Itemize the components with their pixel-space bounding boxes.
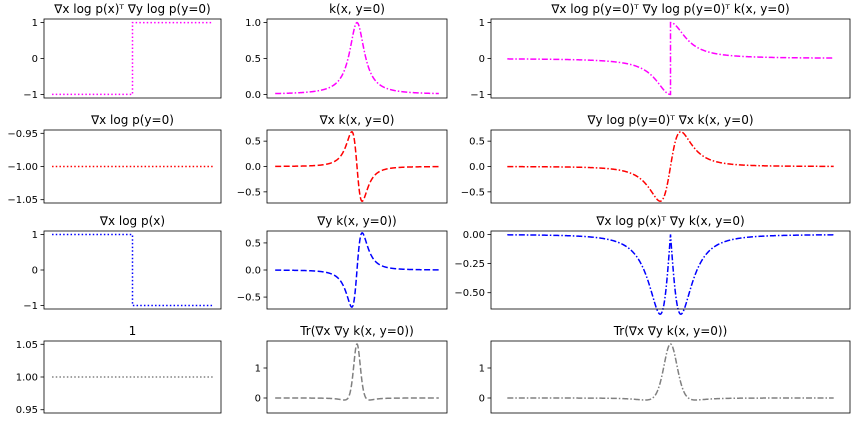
axes-frame [43,18,222,99]
subplot-r0c1: k(x, y=0) 1.0 0.5 0.0 [245,2,448,101]
y-tick-label: 0 [479,54,485,65]
subplot-title: Tr(∇x ∇y k(x, y=0)) [613,324,728,338]
subplot-r3c2: Tr(∇x ∇y k(x, y=0)) 1 0 [479,324,851,414]
y-tick-label: 1.0 [245,18,261,29]
series-line [52,233,213,307]
y-tick-label: 0.5 [245,238,261,249]
y-tick-label: 1 [479,18,485,29]
axes-frame [266,129,448,204]
y-tick-label: 0.0 [469,162,485,173]
subplot-title: ∇y log p(y=0)ᵀ ∇x k(x, y=0) [586,113,753,127]
y-tick-label: −0.95 [7,129,38,140]
subplot-title: ∇x log p(x)ᵀ ∇y k(x, y=0) [595,214,744,228]
axes-frame [266,230,448,310]
axes-frame [490,18,851,99]
subplot-r2c1: ∇y k(x, y=0)) 0.5 0.0 −0.5 [237,214,448,310]
subplot-r3c1: Tr(∇x ∇y k(x, y=0)) 1 0 [255,324,448,414]
series-line [275,21,439,95]
y-tick-label: 0 [479,394,485,405]
subplot-title: ∇x log p(x)ᵀ ∇y log p(y=0) [53,2,210,16]
axes-frame [490,340,851,414]
series-line [507,21,834,96]
y-tick-label: 0 [32,266,38,277]
y-tick-label: 1 [32,18,38,29]
subplot-title: ∇x k(x, y=0) [319,113,395,127]
y-tick-label: 0.5 [469,137,485,148]
subplot-r3c0: 1 1.05 1.00 0.95 [16,324,222,416]
y-tick-label: −0.5 [461,187,485,198]
series-line [507,131,834,202]
y-tick-label: −1 [23,301,38,312]
axes-frame [43,340,222,414]
y-tick-label: −0.5 [237,187,261,198]
subplot-title: 1 [129,324,137,338]
series-line [52,21,213,96]
y-tick-label: 0.00 [463,230,485,241]
series-line [275,343,439,401]
y-tick-label: 0.5 [245,137,261,148]
y-tick-label: 0.95 [16,405,38,416]
y-tick-label: 1 [32,230,38,241]
series-line [275,131,439,202]
series-line [507,343,834,401]
subplot-r1c0: ∇x log p(y=0) −0.95 −1.00 −1.05 [7,113,222,206]
y-tick-label: −1 [23,90,38,101]
axes-frame [490,230,851,310]
y-tick-label: −1.05 [7,195,38,206]
subplot-r2c0: ∇x log p(x) 1 0 −1 [23,214,222,312]
y-tick-label: −0.50 [454,288,485,299]
y-tick-label: 0.0 [245,266,261,277]
y-tick-label: 0.0 [245,90,261,101]
subplot-title: ∇x log p(x) [99,214,165,228]
y-tick-label: −1 [470,90,485,101]
subplot-r0c0: ∇x log p(x)ᵀ ∇y log p(y=0) 1 0 −1 [23,2,222,101]
y-tick-label: −0.5 [237,293,261,304]
subplot-r1c2: ∇y log p(y=0)ᵀ ∇x k(x, y=0) 0.5 0.0 −0.5 [461,113,851,204]
series-line [507,234,834,315]
axes-frame [266,340,448,414]
y-tick-label: 0 [255,394,261,405]
axes-frame [490,129,851,204]
subplot-title: k(x, y=0) [329,2,385,16]
y-tick-label: 1 [479,364,485,375]
subplot-r1c1: ∇x k(x, y=0) 0.5 0.0 −0.5 [237,113,448,204]
y-tick-label: 0 [32,54,38,65]
subplot-r0c2: ∇x log p(y=0)ᵀ ∇y log p(y=0)ᵀ k(x, y=0) 1… [470,2,851,101]
axes-frame [43,129,222,204]
subplot-title: Tr(∇x ∇y k(x, y=0)) [299,324,414,338]
subplot-title: ∇x log p(y=0) [90,113,174,127]
subplot-title: ∇y k(x, y=0)) [316,214,396,228]
axes-frame [266,18,448,99]
axes-frame [43,230,222,310]
y-tick-label: 1.05 [16,340,38,351]
y-tick-label: 0.0 [245,162,261,173]
y-tick-label: −1.00 [7,162,38,173]
series-line [275,232,439,308]
y-tick-label: −0.25 [454,259,485,270]
subplot-title: ∇x log p(y=0)ᵀ ∇y log p(y=0)ᵀ k(x, y=0) [550,2,789,16]
y-tick-label: 0.5 [245,54,261,65]
y-tick-label: 1.00 [16,373,38,384]
y-tick-label: 1 [255,364,261,375]
subplot-r2c2: ∇x log p(x)ᵀ ∇y k(x, y=0) 0.00 −0.25 −0.50 [454,214,851,315]
